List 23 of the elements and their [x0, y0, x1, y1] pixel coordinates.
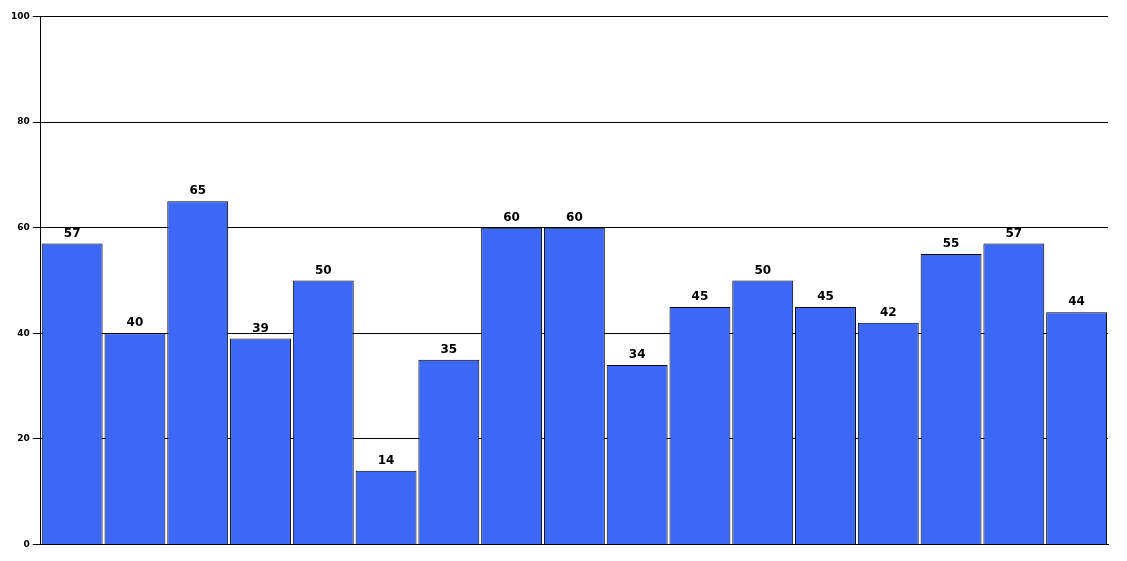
data-label: 50 — [754, 262, 772, 277]
data-label: 50 — [314, 262, 332, 277]
data-label: 35 — [440, 341, 458, 356]
y-tick-label: 80 — [17, 116, 30, 127]
data-label: 40 — [126, 315, 144, 330]
data-label: 14 — [377, 452, 395, 467]
y-tick-label: 0 — [23, 538, 30, 549]
data-label: 45 — [817, 289, 834, 304]
data-label: 34 — [628, 347, 646, 362]
y-tick-label: 100 — [10, 10, 30, 21]
y-tick-label: 60 — [17, 222, 30, 233]
data-label: 60 — [503, 209, 520, 224]
data-label: 42 — [879, 304, 897, 319]
data-label: 55 — [942, 236, 960, 251]
data-label: 65 — [189, 183, 207, 198]
data-label: 44 — [1068, 294, 1085, 309]
y-tick-label: 40 — [17, 327, 30, 338]
data-label: 45 — [691, 289, 709, 304]
data-label: 57 — [1005, 225, 1023, 240]
data-label: 60 — [566, 209, 583, 224]
data-label: 57 — [63, 225, 81, 240]
y-tick-label: 20 — [17, 433, 30, 444]
data-label: 39 — [252, 320, 269, 335]
